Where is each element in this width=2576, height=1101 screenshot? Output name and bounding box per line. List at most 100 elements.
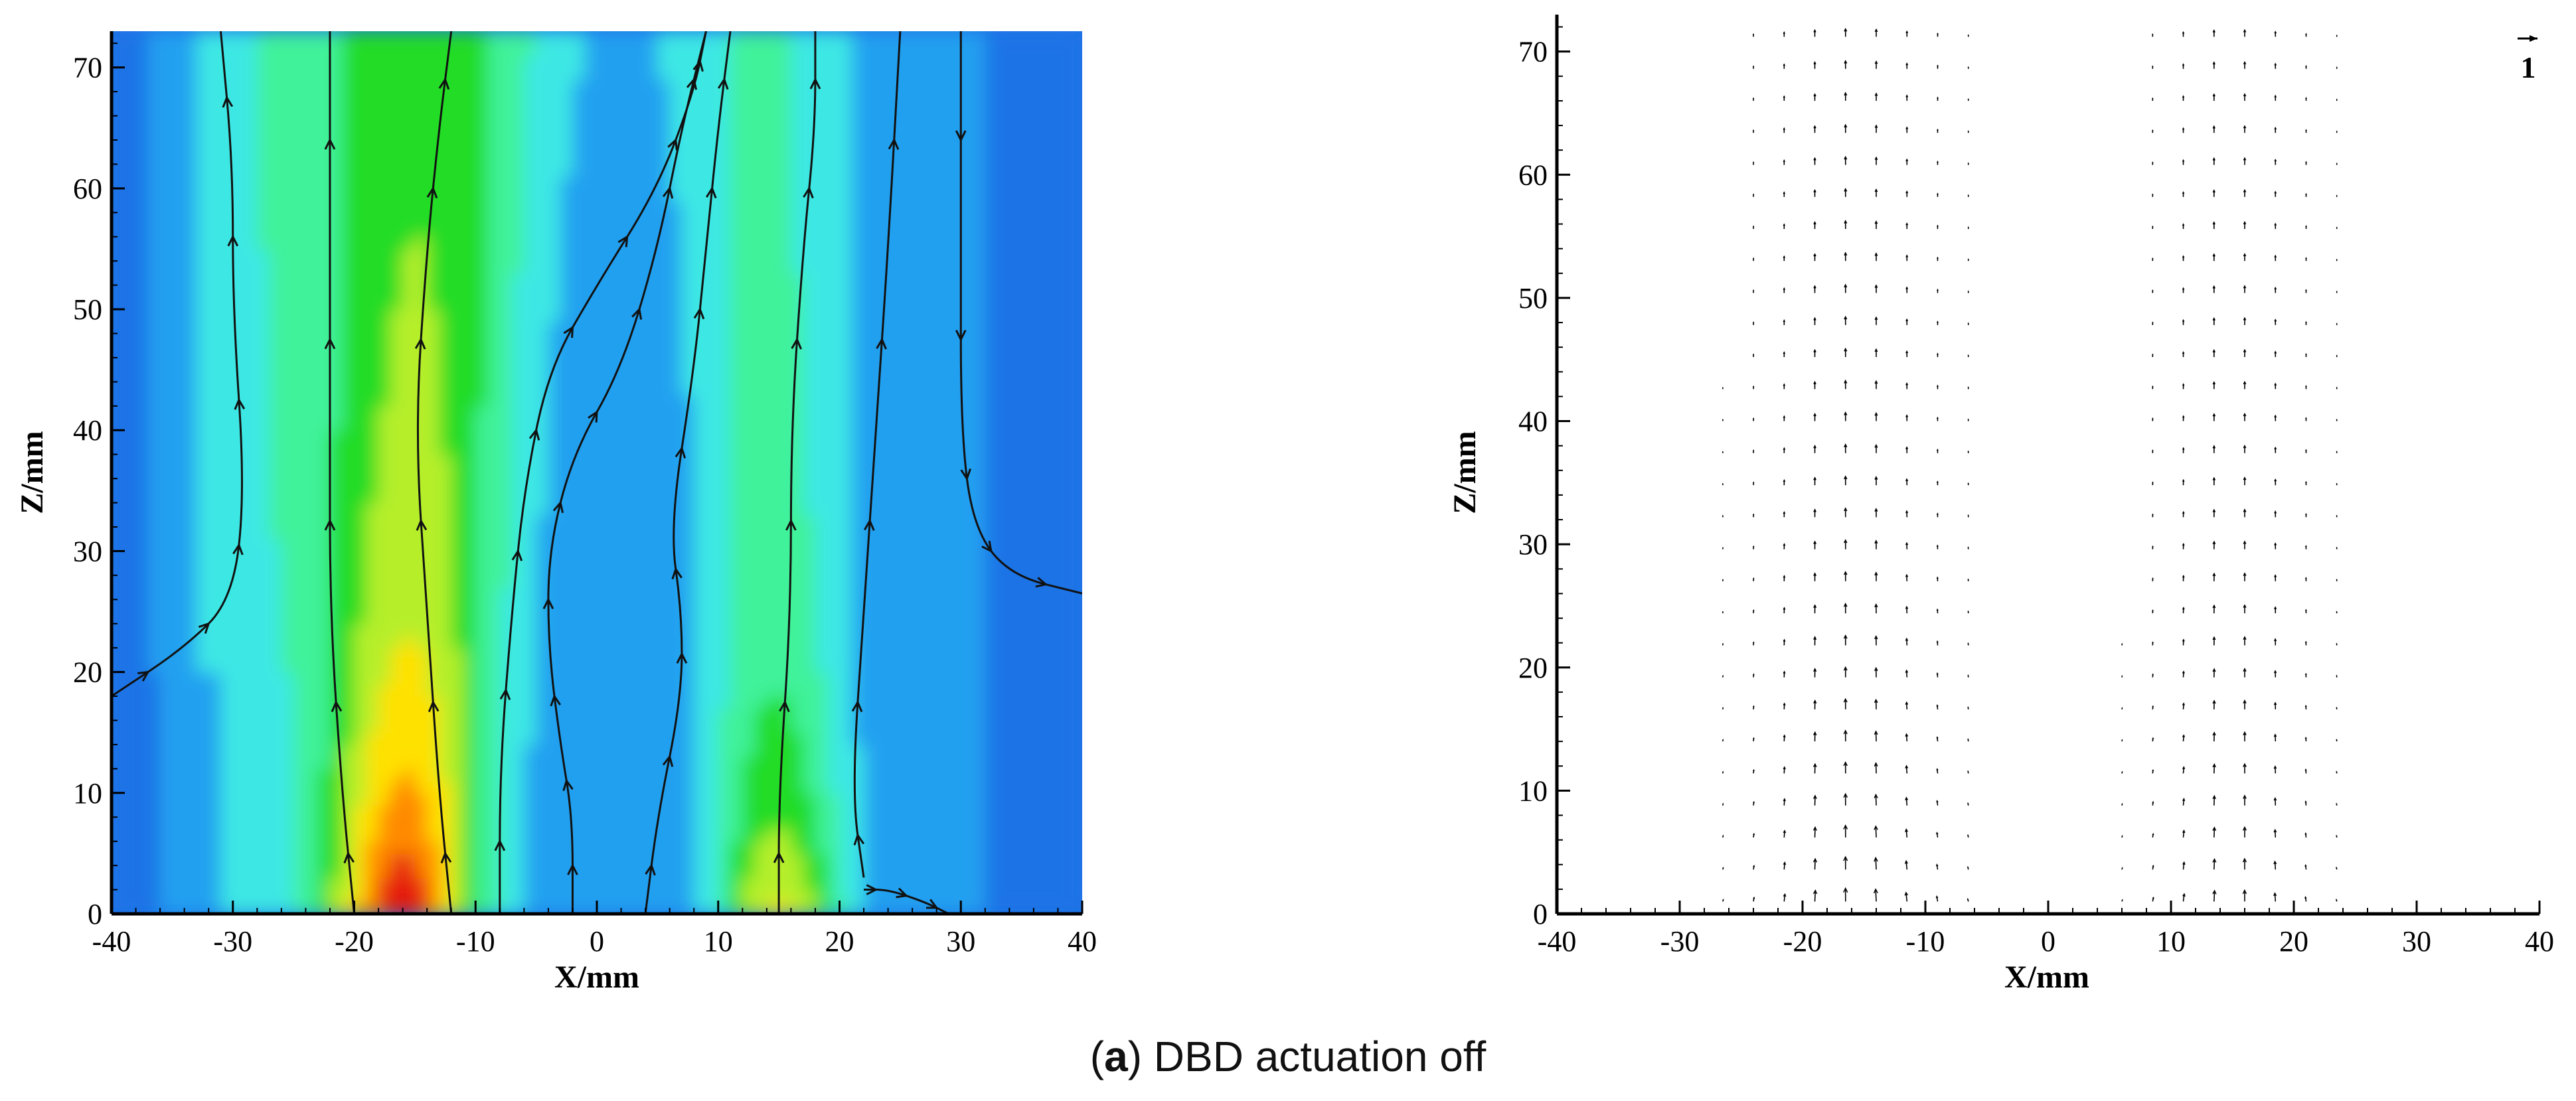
- contour-cell: [147, 224, 161, 238]
- contour-cell: [487, 636, 501, 649]
- contour-cell: [512, 599, 525, 613]
- contour-cell: [827, 309, 841, 323]
- contour-cell: [512, 140, 525, 153]
- contour-cell: [888, 92, 901, 105]
- contour-cell: [900, 648, 914, 661]
- contour-cell: [208, 853, 222, 867]
- contour-cell: [257, 285, 270, 298]
- contour-cell: [694, 901, 707, 914]
- contour-cell: [487, 732, 501, 745]
- contour-cell: [766, 502, 780, 516]
- contour-cell: [390, 224, 404, 238]
- contour-cell: [791, 309, 804, 323]
- contour-cell: [257, 104, 270, 117]
- contour-cell: [475, 672, 489, 685]
- contour-cell: [839, 248, 852, 262]
- contour-cell: [669, 672, 683, 685]
- contour-cell: [779, 889, 792, 903]
- contour-cell: [524, 865, 537, 879]
- contour-cell: [864, 792, 877, 806]
- contour-cell: [208, 502, 222, 516]
- contour-cell: [609, 636, 622, 649]
- contour-cell: [791, 92, 804, 105]
- contour-cell: [220, 853, 234, 867]
- contour-cell: [597, 127, 610, 141]
- contour-cell: [754, 140, 767, 153]
- contour-cell: [499, 224, 513, 238]
- contour-cell: [220, 757, 234, 770]
- contour-cell: [414, 865, 428, 879]
- contour-cell: [669, 212, 683, 226]
- contour-cell: [815, 587, 829, 601]
- contour-cell: [912, 333, 926, 346]
- contour-cell: [888, 248, 901, 262]
- contour-cell: [427, 55, 440, 68]
- contour-cell: [402, 176, 416, 189]
- contour-cell: [864, 188, 877, 201]
- contour-cell: [512, 792, 525, 806]
- contour-cell: [463, 780, 477, 794]
- contour-cell: [730, 877, 744, 891]
- contour-cell: [208, 127, 222, 141]
- contour-cell: [621, 357, 634, 371]
- contour-cell: [572, 115, 586, 129]
- contour-cell: [112, 418, 125, 431]
- contour-cell: [572, 514, 586, 528]
- contour-cell: [463, 490, 477, 504]
- contour-cell: [912, 79, 926, 93]
- contour-cell: [803, 382, 816, 395]
- contour-cell: [536, 587, 549, 601]
- contour-cell: [220, 648, 234, 661]
- contour-cell: [560, 370, 574, 383]
- contour-cell: [694, 636, 707, 649]
- contour-cell: [694, 466, 707, 480]
- contour-cell: [900, 720, 914, 733]
- contour-cell: [439, 696, 452, 709]
- contour-cell: [390, 55, 404, 68]
- contour-cell: [609, 575, 622, 589]
- contour-cell: [609, 514, 622, 528]
- contour-cell: [864, 551, 877, 564]
- contour-cell: [669, 115, 683, 129]
- contour-cell: [730, 188, 744, 201]
- contour-cell: [220, 212, 234, 226]
- contour-cell: [305, 502, 319, 516]
- contour-cell: [329, 285, 343, 298]
- contour-cell: [815, 757, 829, 770]
- contour-cell: [317, 357, 331, 371]
- contour-cell: [694, 502, 707, 516]
- contour-cell: [851, 248, 865, 262]
- contour-cell: [706, 901, 719, 914]
- contour-cell: [912, 708, 926, 721]
- contour-cell: [742, 478, 756, 492]
- contour-cell: [888, 176, 901, 189]
- contour-cell: [936, 865, 949, 879]
- contour-cell: [196, 442, 210, 455]
- contour-cell: [147, 357, 161, 371]
- contour-cell: [366, 829, 380, 842]
- contour-cell: [475, 357, 489, 371]
- contour-cell: [839, 370, 852, 383]
- contour-cell: [475, 889, 489, 903]
- contour-cell: [694, 188, 707, 201]
- contour-cell: [329, 200, 343, 214]
- contour-cell: [487, 236, 501, 250]
- contour-cell: [864, 115, 877, 129]
- contour-cell: [439, 454, 452, 467]
- contour-cell: [281, 418, 295, 431]
- contour-cell: [160, 769, 173, 782]
- contour-cell: [329, 115, 343, 129]
- contour-cell: [269, 31, 282, 44]
- contour-cell: [196, 140, 210, 153]
- contour-cell: [147, 490, 161, 504]
- contour-cell: [766, 466, 780, 480]
- contour-cell: [342, 563, 355, 576]
- contour-cell: [487, 115, 501, 129]
- contour-cell: [524, 732, 537, 745]
- contour-cell: [718, 261, 732, 274]
- contour-cell: [766, 442, 780, 455]
- contour-cell: [694, 757, 707, 770]
- contour-cell: [742, 309, 756, 323]
- contour-cell: [815, 297, 829, 310]
- contour-cell: [754, 514, 767, 528]
